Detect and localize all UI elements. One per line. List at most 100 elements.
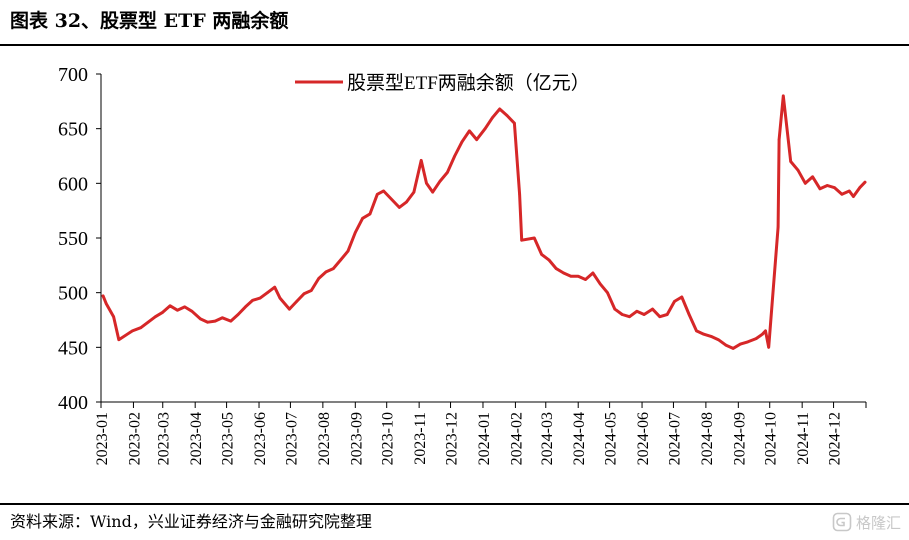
data-point [460, 140, 464, 144]
data-point [826, 184, 829, 187]
data-point [584, 278, 587, 281]
data-point [665, 313, 669, 316]
y-tick-label: 600 [58, 173, 88, 195]
data-point [818, 187, 822, 191]
data-point [258, 296, 262, 300]
data-point [361, 217, 364, 220]
data-point [146, 320, 150, 324]
data-point [213, 319, 217, 323]
x-tick-label: 2024-04 [571, 412, 588, 465]
data-point [117, 338, 121, 342]
series-line [101, 94, 867, 350]
data-point [731, 347, 735, 350]
data-point [840, 193, 844, 196]
data-point [505, 114, 509, 117]
data-point [739, 342, 742, 346]
data-point [562, 271, 565, 275]
x-tick-label: 2023-04 [188, 412, 205, 465]
x-tick-label: 2023-01 [94, 412, 111, 465]
watermark-logo-icon [832, 512, 852, 532]
data-point [848, 189, 851, 193]
data-point [302, 292, 306, 296]
data-point [491, 116, 494, 119]
data-point [628, 315, 631, 319]
data-point [658, 315, 662, 319]
x-tick-label: 2024-02 [508, 412, 525, 465]
data-point [161, 311, 164, 314]
data-point [251, 299, 254, 302]
data-point [176, 308, 179, 312]
data-point [199, 317, 202, 321]
x-tick-label: 2023-09 [348, 412, 365, 465]
x-tick-label: 2023-05 [220, 412, 237, 465]
data-point [112, 315, 115, 319]
data-point [376, 193, 379, 196]
x-tick-label: 2024-11 [795, 412, 812, 465]
x-tick-label: 2023-06 [252, 412, 269, 465]
x-tick-label: 2024-10 [763, 412, 780, 465]
data-point [687, 313, 691, 316]
watermark: 格隆汇 [832, 511, 901, 533]
x-tick-label: 2024-07 [666, 412, 683, 465]
data-point [475, 138, 479, 141]
legend-label: 股票型ETF两融余额（亿元） [347, 72, 590, 94]
data-point [776, 225, 780, 229]
data-point [168, 304, 172, 308]
data-point [221, 316, 224, 320]
data-point [354, 231, 357, 234]
data-point [533, 236, 536, 240]
data-point [295, 300, 299, 303]
data-point [642, 313, 646, 316]
y-tick-label: 650 [58, 119, 88, 141]
data-point [131, 329, 134, 333]
data-point [190, 310, 194, 313]
x-tick-label: 2024-09 [731, 412, 748, 465]
data-point [863, 180, 867, 184]
data-point [236, 313, 240, 316]
x-tick-label: 2023-10 [380, 412, 397, 465]
data-point [346, 249, 350, 253]
data-point [382, 189, 385, 193]
x-tick-label: 2023-03 [156, 412, 173, 465]
data-point [324, 270, 328, 274]
data-point [754, 337, 758, 340]
y-tick-label: 400 [58, 392, 88, 414]
data-point [317, 277, 321, 280]
x-tick-label: 2024-12 [827, 412, 844, 465]
data-point [767, 346, 770, 349]
data-point [419, 159, 423, 162]
data-point [702, 332, 706, 336]
top-rule [0, 44, 909, 46]
data-point [412, 190, 416, 194]
x-tick-label: 2023-02 [126, 412, 143, 465]
data-point [518, 193, 521, 196]
data-point [446, 171, 449, 174]
data-point [782, 94, 785, 98]
y-tick-label: 500 [58, 283, 88, 305]
x-tick-label: 2024-08 [699, 412, 716, 465]
line-chart: 400 450 500 550 600 650 700 2023-01 2023-02 2023-… [58, 64, 867, 465]
figure-title: 图表 32、股票型 ETF 两融余额 [10, 10, 289, 32]
data-point [724, 343, 728, 347]
data-point [310, 289, 313, 292]
data-point [244, 305, 247, 309]
watermark-text: 格隆汇 [855, 513, 901, 532]
data-point [431, 190, 435, 194]
data-point [498, 107, 502, 111]
x-tick-label: 2024-03 [539, 412, 556, 465]
data-point [651, 307, 654, 311]
source-note: 资料来源：Wind，兴业证券经济与金融研究院整理 [10, 512, 372, 531]
y-tick-label: 700 [58, 64, 88, 86]
data-point [833, 186, 836, 189]
data-point [453, 154, 457, 158]
data-point [695, 329, 698, 333]
data-point [139, 326, 143, 330]
y-tick-label: 550 [58, 228, 88, 250]
data-point [613, 307, 617, 311]
x-tick-label: 2023-07 [283, 412, 300, 465]
data-point [796, 168, 800, 172]
data-point [339, 258, 343, 262]
data-point [398, 206, 401, 209]
data-point [598, 282, 602, 286]
data-point [852, 195, 855, 198]
